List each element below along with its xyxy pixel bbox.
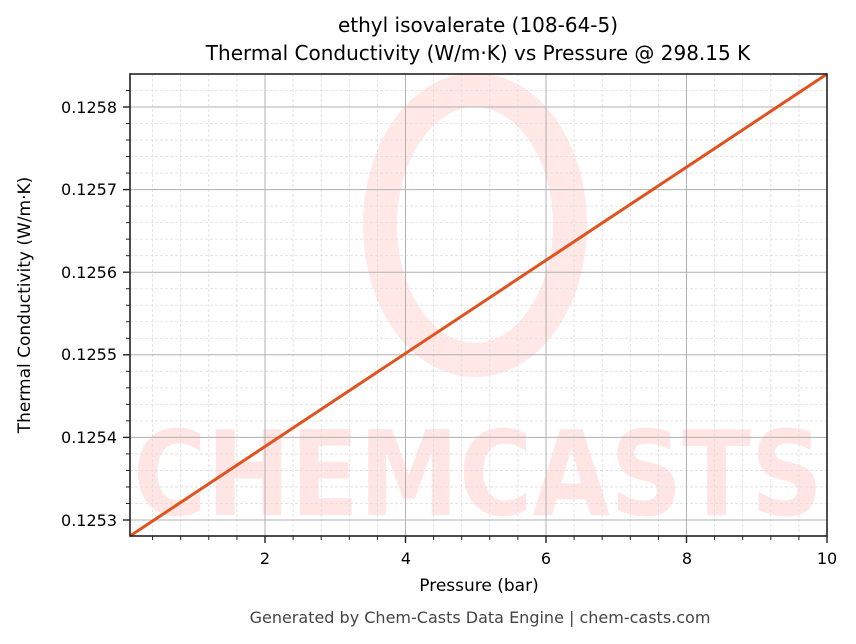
y-tick-label: 0.1255 (61, 345, 117, 364)
y-tick-label: 0.1256 (61, 263, 117, 282)
x-tick-label: 6 (541, 549, 551, 568)
data-line (129, 72, 828, 538)
x-tick-label: 4 (401, 549, 411, 568)
x-tick-label: 2 (260, 549, 270, 568)
y-tick-label: 0.1254 (61, 428, 117, 447)
x-axis-tick-labels: 2 4 6 8 10 (260, 549, 837, 568)
y-tick-label: 0.1257 (61, 180, 117, 199)
footer-credit: Generated by Chem-Casts Data Engine | ch… (249, 608, 711, 627)
y-axis-label: Thermal Conductivity (W/m·K) (15, 177, 35, 435)
major-gridlines (130, 74, 827, 536)
chart-title-line2: Thermal Conductivity (W/m·K) vs Pressure… (205, 41, 751, 65)
y-axis-tick-labels: 0.1258 0.1257 0.1256 0.1255 0.1254 0.125… (61, 98, 117, 530)
y-tick-label: 0.1253 (61, 511, 117, 530)
chart-title-line1: ethyl isovalerate (108-64-5) (337, 13, 619, 37)
minor-gridlines (130, 74, 827, 536)
x-tick-label: 8 (682, 549, 692, 568)
x-tick-label: 10 (817, 549, 837, 568)
x-axis-label: Pressure (bar) (419, 576, 539, 596)
axis-ticks (123, 89, 828, 543)
y-tick-label: 0.1258 (61, 98, 117, 117)
